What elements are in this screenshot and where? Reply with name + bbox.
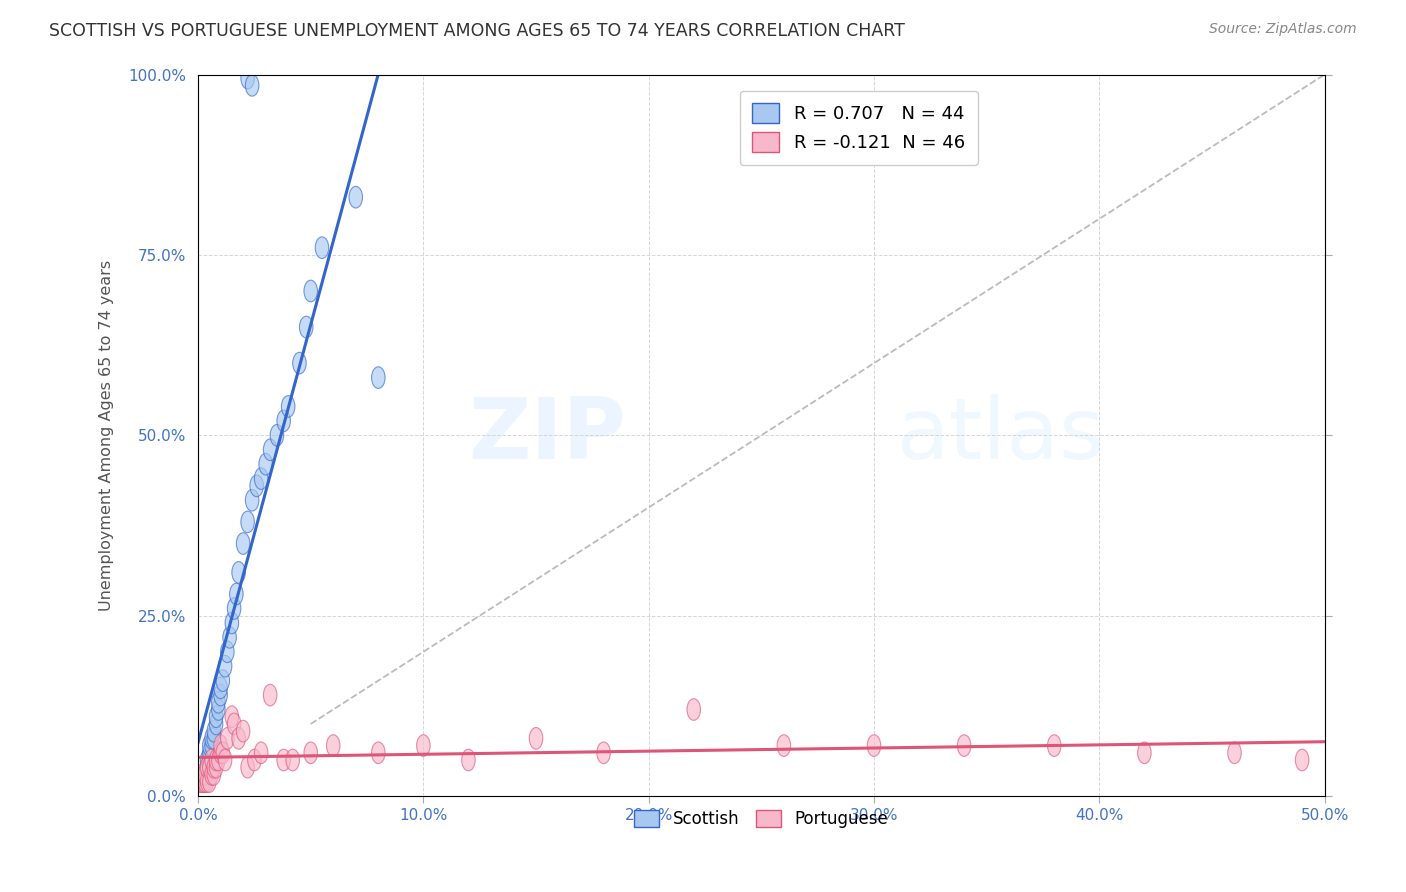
Legend: Scottish, Portuguese: Scottish, Portuguese [628, 803, 894, 835]
Text: ZIP: ZIP [468, 393, 626, 477]
Text: atlas: atlas [897, 393, 1105, 477]
Text: SCOTTISH VS PORTUGUESE UNEMPLOYMENT AMONG AGES 65 TO 74 YEARS CORRELATION CHART: SCOTTISH VS PORTUGUESE UNEMPLOYMENT AMON… [49, 22, 905, 40]
Y-axis label: Unemployment Among Ages 65 to 74 years: Unemployment Among Ages 65 to 74 years [100, 260, 114, 611]
Text: Source: ZipAtlas.com: Source: ZipAtlas.com [1209, 22, 1357, 37]
